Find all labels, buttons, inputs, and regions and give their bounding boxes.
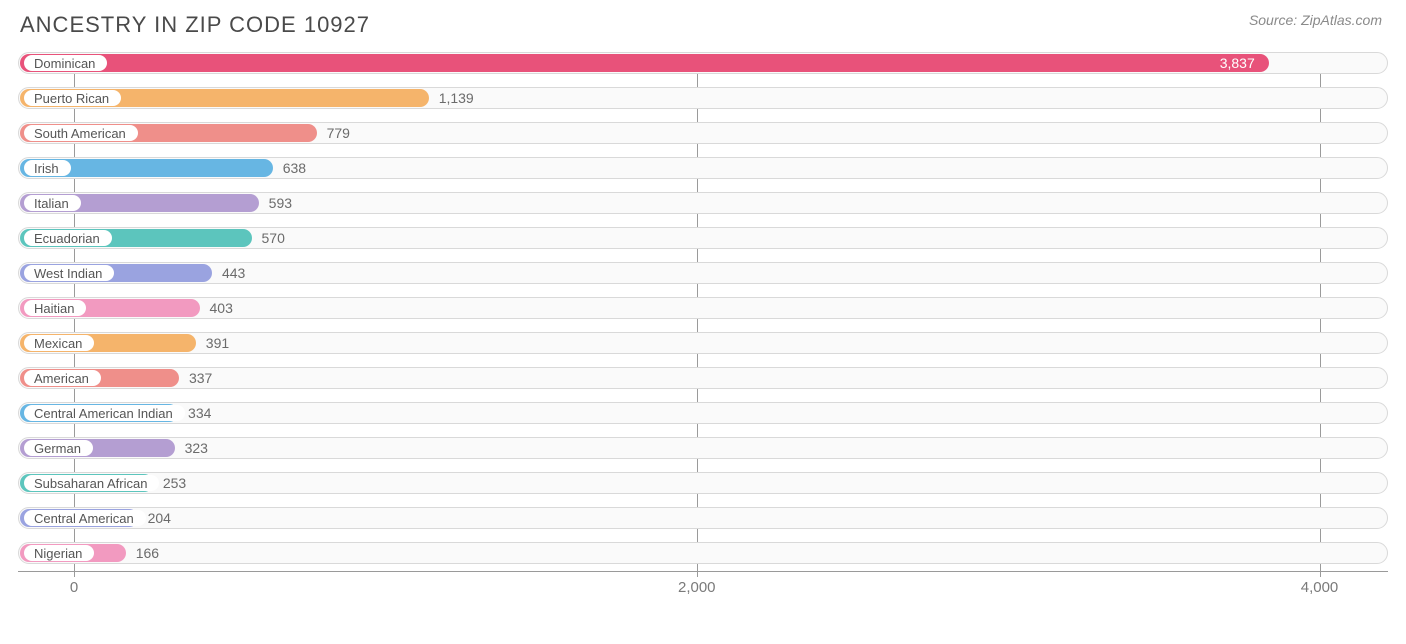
bar-label-pill: German	[24, 440, 93, 456]
bar-label-pill: Nigerian	[24, 545, 94, 561]
bar-row: Central American204	[18, 507, 1388, 529]
bar-value: 443	[222, 262, 245, 284]
chart-header: ANCESTRY IN ZIP CODE 10927 Source: ZipAt…	[0, 0, 1406, 44]
bar-row: Dominican 3,837	[18, 52, 1388, 74]
bar-track	[18, 472, 1388, 494]
axis-tick	[1320, 571, 1321, 577]
bar-value: 337	[189, 367, 212, 389]
bar-track	[18, 402, 1388, 424]
bar-track	[18, 507, 1388, 529]
bar-label-pill: West Indian	[24, 265, 114, 281]
bar-value: 638	[283, 157, 306, 179]
axis-tick-label: 0	[70, 579, 78, 596]
bar-track	[18, 437, 1388, 459]
bar-value: 253	[163, 472, 186, 494]
axis-tick	[74, 571, 75, 577]
bar-track	[18, 367, 1388, 389]
chart-title: ANCESTRY IN ZIP CODE 10927	[20, 12, 370, 38]
bar-value: 334	[188, 402, 211, 424]
bar-value: 779	[327, 122, 350, 144]
bar-label-pill: Italian	[24, 195, 81, 211]
bar-label-pill: Ecuadorian	[24, 230, 112, 246]
bar-row: Italian 593	[18, 192, 1388, 214]
bar-row: Mexican 391	[18, 332, 1388, 354]
bar-label-pill: Central American Indian	[24, 405, 185, 421]
bar-chart: Dominican 3,837 Puerto Rican 1,139 South Ame…	[0, 44, 1406, 564]
bar-label-pill: Central American	[24, 510, 146, 526]
axis-tick-label: 2,000	[678, 579, 716, 596]
bar-value: 323	[185, 437, 208, 459]
bar-row: German 323	[18, 437, 1388, 459]
bar-label-pill: American	[24, 370, 101, 386]
bar-value: 204	[148, 507, 171, 529]
bar-label-pill: Haitian	[24, 300, 86, 316]
axis-tick	[697, 571, 698, 577]
bar-row: American 337	[18, 367, 1388, 389]
bar-value: 403	[210, 297, 233, 319]
bar-value: 3,837	[1220, 52, 1255, 74]
bar-row: Haitian 403	[18, 297, 1388, 319]
bar-label-pill: Irish	[24, 160, 71, 176]
bar-row: Subsaharan African253	[18, 472, 1388, 494]
bar-row: West Indian 443	[18, 262, 1388, 284]
bar	[20, 54, 1269, 72]
axis-tick-label: 4,000	[1301, 579, 1339, 596]
bar-label-pill: Mexican	[24, 335, 94, 351]
bar-row: Ecuadorian 570	[18, 227, 1388, 249]
axis-line	[18, 571, 1388, 572]
bar-value: 570	[262, 227, 285, 249]
bar-row: Irish 638	[18, 157, 1388, 179]
bar-row: Puerto Rican 1,139	[18, 87, 1388, 109]
bar-row: South American 779	[18, 122, 1388, 144]
bar-row: Central American Indian334	[18, 402, 1388, 424]
chart-source: Source: ZipAtlas.com	[1249, 12, 1382, 28]
bar-label-pill: South American	[24, 125, 138, 141]
bar-track	[18, 542, 1388, 564]
bar-value: 391	[206, 332, 229, 354]
bar-value: 1,139	[439, 87, 474, 109]
x-axis: 0 2,000 4,000	[18, 571, 1388, 621]
bar-value: 593	[269, 192, 292, 214]
bar-label-pill: Puerto Rican	[24, 90, 121, 106]
bar-row: Nigerian 166	[18, 542, 1388, 564]
bar-value: 166	[136, 542, 159, 564]
bar-label-pill: Dominican	[24, 55, 107, 71]
bar-label-pill: Subsaharan African	[24, 475, 159, 491]
